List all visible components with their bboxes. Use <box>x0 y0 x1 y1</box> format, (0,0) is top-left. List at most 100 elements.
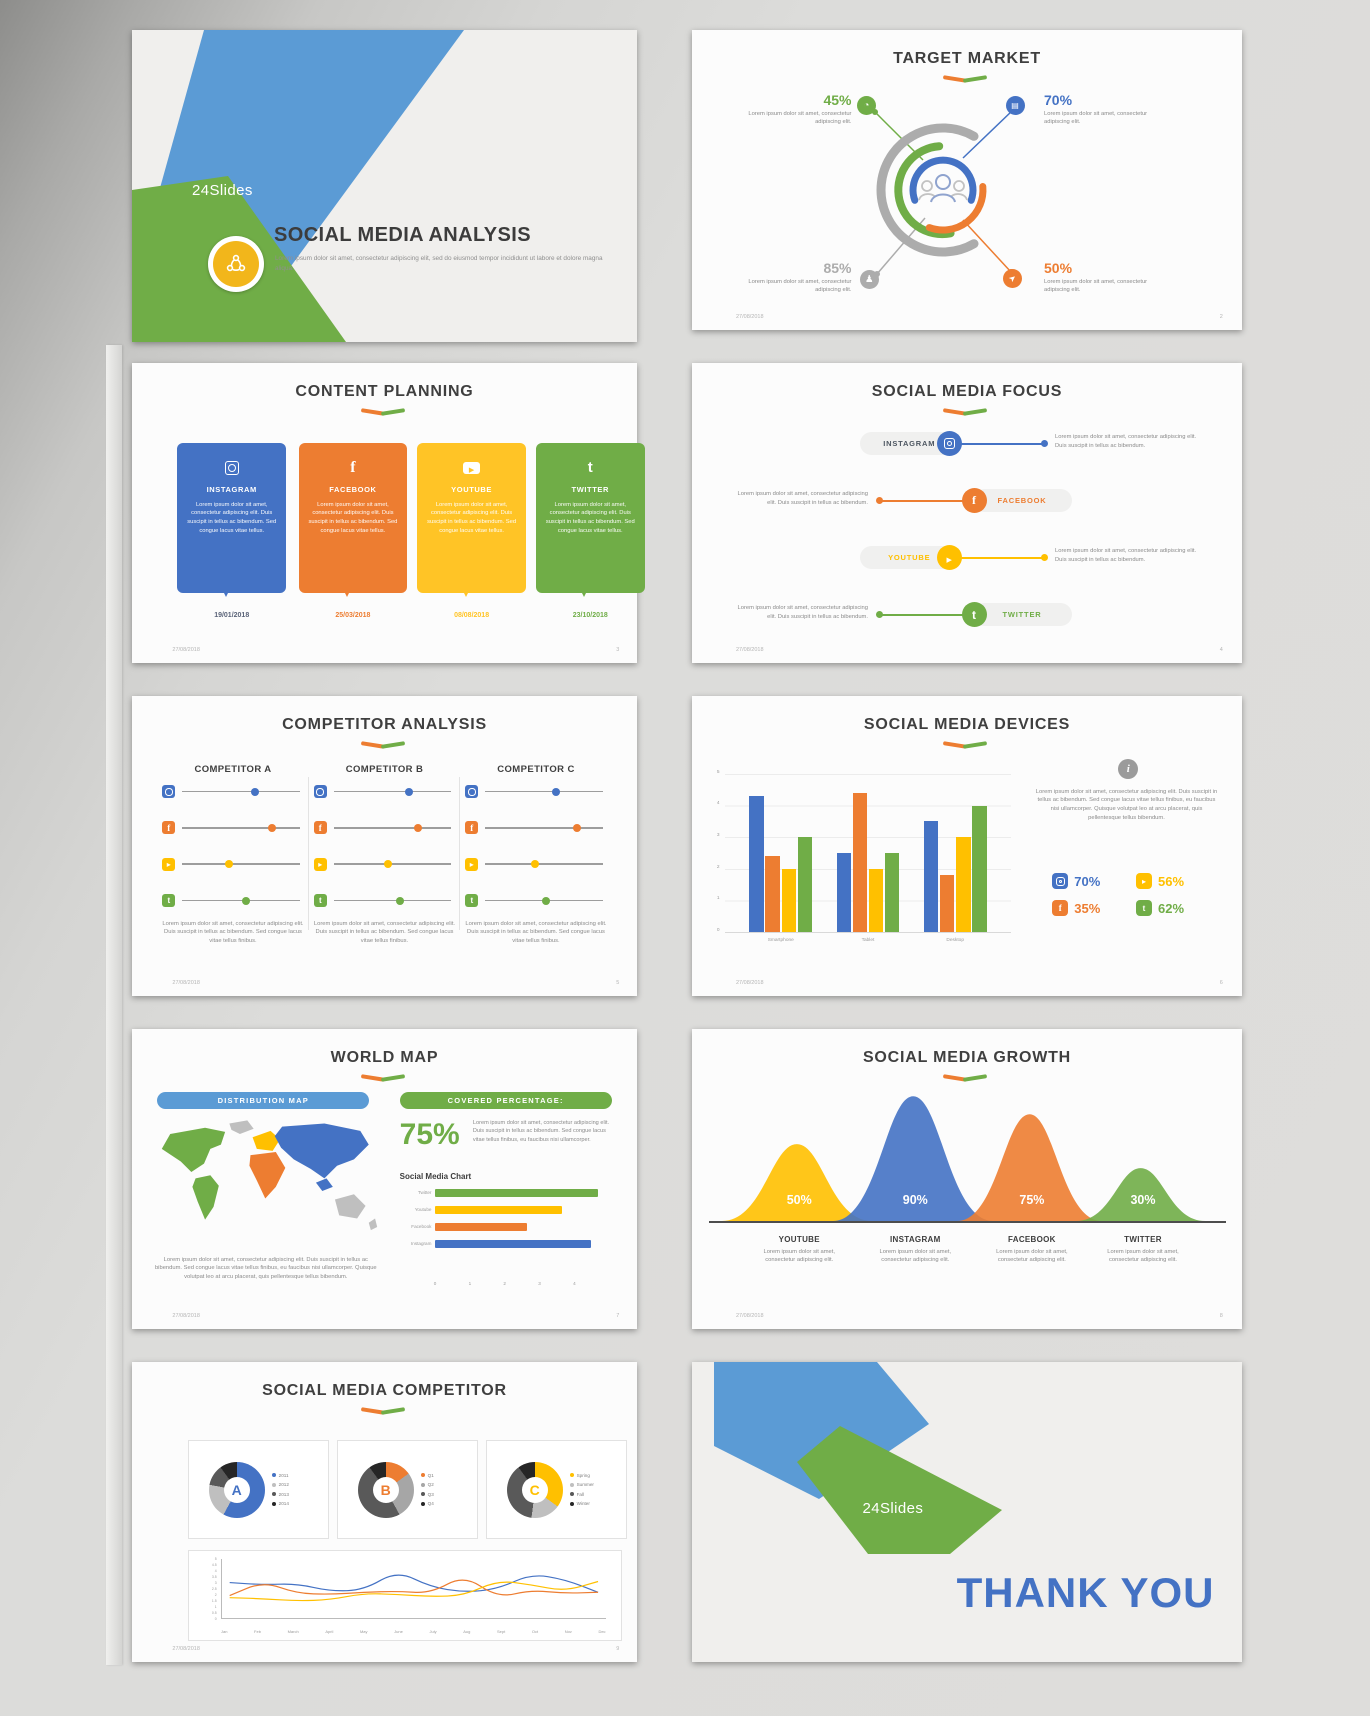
green-arc <box>894 142 955 239</box>
footer-date: 27/08/2018 <box>736 646 764 653</box>
cursor-icon <box>1003 268 1023 288</box>
slide-target-market[interactable]: TARGET MARKET 45% Lorem ipsum dolor sit … <box>692 30 1242 330</box>
slide-social-media-focus[interactable]: SOCIAL MEDIA FOCUS INSTAGRAM Lorem ipsum… <box>692 363 1242 663</box>
y-tick: 4.5 <box>211 1562 217 1567</box>
south-america-shape <box>192 1175 219 1220</box>
instagram-icon <box>313 785 327 798</box>
slide-title-cover[interactable]: 24Slides SOCIAL MEDIA ANALYSIS Lorem ips… <box>132 30 637 342</box>
slide-thank-you[interactable]: 24Slides THANK YOU <box>692 1362 1242 1662</box>
slider-handle[interactable] <box>572 823 581 832</box>
bell-facebook <box>956 1114 1102 1221</box>
slider-row <box>465 857 606 871</box>
slider-handle[interactable] <box>414 823 423 832</box>
blue-pentagon-shape <box>714 1362 929 1499</box>
cover-subtitle: Lorem ipsum dolor sit amet, consectetur … <box>275 255 603 272</box>
facebook-icon <box>961 488 987 513</box>
slide-social-media-devices[interactable]: SOCIAL MEDIA DEVICES 5 4 3 2 1 0 Smartphone Ta… <box>692 696 1242 996</box>
competitor-text: Lorem ipsum dolor sit amet, consectetur … <box>313 920 456 944</box>
footer-date: 27/08/2018 <box>172 1312 200 1319</box>
devices-bar-plot <box>725 774 1011 933</box>
slide-footer: 27/08/2018 7 <box>172 1313 619 1319</box>
slider-row <box>313 785 455 799</box>
slide-footer: 27/08/2018 6 <box>736 980 1223 986</box>
slider-handle[interactable] <box>530 860 539 869</box>
platform-pill: YOUTUBE <box>859 546 959 569</box>
slide-world-map[interactable]: WORLD MAP DISTRIBUTION MAP COVERED PERCE… <box>132 1029 637 1329</box>
hbar-label: Youtube <box>414 1207 432 1212</box>
column-divider <box>307 777 309 930</box>
slider-handle[interactable] <box>551 787 560 796</box>
slide-social-media-competitor[interactable]: SOCIAL MEDIA COMPETITOR A 2011 2012 2013… <box>132 1362 637 1662</box>
green-ribbon-shape <box>797 1426 1002 1554</box>
people-icon <box>918 180 968 201</box>
month-label: Nov <box>564 1628 572 1634</box>
y-tick: 5 <box>214 1556 217 1561</box>
slider-row <box>162 821 303 835</box>
callout-50: 50% Lorem ipsum dolor sit amet, consecte… <box>1044 260 1160 295</box>
platform-pill: FACEBOOK <box>972 489 1072 512</box>
y-tick: 1 <box>214 1605 217 1609</box>
slider-track <box>182 896 300 905</box>
callout-text: Lorem ipsum dolor sit amet, consectetur … <box>1044 278 1148 294</box>
slider-handle[interactable] <box>251 787 260 796</box>
social-media-chart-ticks: 0 1 2 3 4 <box>434 1281 609 1289</box>
pie-chart-icon <box>857 96 876 115</box>
card-name: INSTAGRAM <box>206 484 257 494</box>
slider-list <box>313 785 455 908</box>
platform-name: YOUTUBE <box>778 1234 820 1244</box>
slider-row <box>465 785 606 799</box>
slider-handle[interactable] <box>404 787 413 796</box>
platform-name: INSTAGRAM <box>890 1234 941 1244</box>
youtube-icon <box>417 452 526 484</box>
focus-row-instagram: INSTAGRAM Lorem ipsum dolor sit amet, co… <box>692 431 1242 458</box>
slider-handle[interactable] <box>383 860 392 869</box>
slide-title: WORLD MAP <box>330 1048 439 1066</box>
page-number: 4 <box>1219 646 1223 653</box>
platform-card-facebook: FACEBOOK Lorem ipsum dolor sit amet, con… <box>298 442 408 597</box>
slider-handle[interactable] <box>542 896 551 905</box>
footer-date: 27/08/2018 <box>736 1312 764 1319</box>
slider-handle[interactable] <box>225 860 234 869</box>
hbar <box>435 1188 598 1197</box>
hbar-track <box>435 1188 611 1197</box>
line-x-labels: Jan Feb March April May June July Aug Sept Oct Nov… <box>221 1629 606 1634</box>
y-tick: 1 <box>716 896 720 902</box>
growth-label-instagram: INSTAGRAM Lorem ipsum dolor sit amet, co… <box>871 1235 959 1265</box>
slide-content-planning[interactable]: CONTENT PLANNING INSTAGRAM Lorem ipsum d… <box>132 363 645 663</box>
donut-card-b: B Q1 Q2 Q3 Q4 <box>336 1440 478 1539</box>
slider-track <box>333 896 452 905</box>
y-tick: 0 <box>214 1617 217 1622</box>
person-icon <box>859 270 879 289</box>
slide-title: TARGET MARKET <box>893 49 1041 67</box>
platform-name: FACEBOOK <box>1008 1234 1056 1244</box>
hbar-label: Twitter <box>417 1190 432 1195</box>
hbar-row-twitter: Twitter <box>400 1188 612 1197</box>
row-text: Lorem ipsum dolor sit amet, consectetur … <box>737 491 869 506</box>
slide-title: SOCIAL MEDIA GROWTH <box>862 1048 1072 1066</box>
blue-arc <box>909 156 977 204</box>
slider-handle[interactable] <box>267 823 276 832</box>
month-label: June <box>394 1628 403 1634</box>
twitter-icon <box>162 893 176 907</box>
row-text: Lorem ipsum dolor sit amet, consectetur … <box>1055 548 1197 563</box>
footer-date: 27/08/2018 <box>736 979 764 986</box>
slide-footer: 27/08/2018 5 <box>172 980 619 986</box>
month-label: May <box>359 1628 368 1634</box>
slider-list <box>465 785 606 908</box>
slider-handle[interactable] <box>241 896 250 905</box>
briefcase-icon <box>1005 96 1025 115</box>
twitter-icon <box>536 452 645 484</box>
slide-social-media-growth[interactable]: SOCIAL MEDIA GROWTH 50% 90% 75% 30% YOUT… <box>692 1029 1242 1329</box>
stat-twitter: 62% <box>1136 900 1212 916</box>
slider-track <box>485 823 603 832</box>
hbar-label: Facebook <box>411 1224 432 1229</box>
slider-handle[interactable] <box>395 896 404 905</box>
footer-date: 27/08/2018 <box>736 313 764 320</box>
card-date: 23/10/2018 <box>572 612 608 619</box>
bell-instagram <box>832 1096 993 1221</box>
line-series-0 <box>230 1575 598 1592</box>
instagram-icon <box>936 431 962 456</box>
competitor-line-plot <box>220 1558 606 1620</box>
slide-competitor-analysis[interactable]: COMPETITOR ANALYSIS COMPETITOR A COMPETI… <box>132 696 637 996</box>
connector-dot <box>1041 554 1049 561</box>
